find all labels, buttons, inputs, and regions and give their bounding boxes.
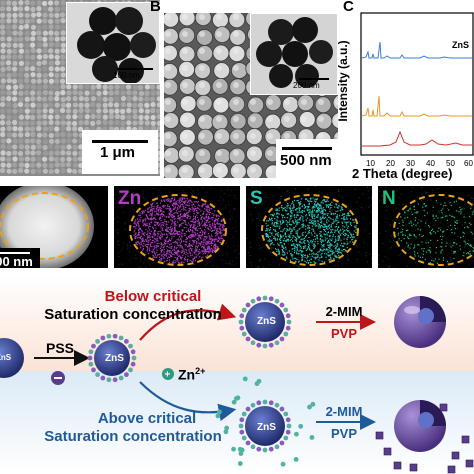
panel-c-ylabel: Intensity (a.u.) xyxy=(336,40,350,122)
xtick-20: 20 xyxy=(386,159,395,168)
eds-map-zn: Zn xyxy=(114,186,240,268)
panel-b-scalebox: 500 nm xyxy=(276,139,338,178)
haadf-scalebar xyxy=(0,252,30,254)
eds-dashed-outline xyxy=(393,194,474,266)
core-label-upper: ZnS xyxy=(257,316,276,327)
lower-polymer-label: PVP xyxy=(330,426,357,441)
panel-a-scale-label: 1 μm xyxy=(100,144,136,161)
panel-b-letter: B xyxy=(150,0,161,15)
panel-a-inset-scale-label: 100 nm xyxy=(113,71,140,80)
xrd-series-red xyxy=(362,130,472,147)
mof-cube xyxy=(383,447,392,456)
xtick-50: 50 xyxy=(446,159,455,168)
above-critical-line2-wrap: Saturation concentration xyxy=(18,428,248,445)
haadf-image: 100 nm xyxy=(0,186,108,268)
xtick-30: 30 xyxy=(406,159,415,168)
mof-cube xyxy=(439,403,448,412)
product-sphere-with-cubes xyxy=(375,400,474,474)
panel-a-scalebar xyxy=(92,140,148,143)
mof-cube xyxy=(393,461,402,470)
eds-map-n: N xyxy=(378,186,474,268)
xtick-10: 10 xyxy=(366,159,375,168)
panel-a-scalebox: 1 μm xyxy=(82,130,158,174)
xtick-40: 40 xyxy=(426,159,435,168)
panel-c-letter: C xyxy=(343,0,354,15)
zn-ion-symbol: Zn xyxy=(178,366,196,383)
upper-reagent-label: 2-MIM xyxy=(325,304,363,319)
core-label-lower: ZnS xyxy=(257,422,276,433)
zns-core-initial xyxy=(0,338,24,378)
zns-upper-coated xyxy=(238,295,292,349)
panel-a-inset-spheres xyxy=(77,7,156,83)
upper-polymer-label: PVP xyxy=(330,326,357,341)
eds-map-s-dots xyxy=(246,186,372,268)
xrd-series-blue xyxy=(361,41,472,59)
panel-b-inset-scale-label: 200 nm xyxy=(293,81,320,90)
svg-text:+: + xyxy=(165,370,171,381)
eds-map-n-label: N xyxy=(382,188,396,209)
eds-dashed-outline xyxy=(129,194,227,266)
below-critical-line1: Below critical xyxy=(104,288,202,305)
eds-map-zn-dots xyxy=(114,186,240,268)
core-label-initial: ZnS xyxy=(0,353,12,362)
panel-b-inset-tem: 200 nm xyxy=(250,13,338,95)
panel-c-legend-zns: ZnS xyxy=(452,40,469,50)
zn-ion-label: Zn2+ xyxy=(178,366,205,383)
mof-cube xyxy=(461,435,470,444)
lower-reagent-label: 2-MIM xyxy=(325,404,363,419)
blue-curved-arrow xyxy=(139,381,237,422)
panel-a-inset-scalebar xyxy=(117,68,153,70)
panel-b-inset-scalebar xyxy=(299,78,329,80)
eds-map-n-dots xyxy=(378,186,474,268)
mof-cube xyxy=(447,465,456,474)
below-critical-line2-wrap: Saturation concentration xyxy=(18,306,248,323)
eds-map-zn-label: Zn xyxy=(118,188,142,209)
below-critical-text: Below critical xyxy=(58,288,248,305)
eds-map-s-label: S xyxy=(250,188,263,209)
xrd-series-orange xyxy=(361,95,472,117)
scheme-panel: + Below critical Saturation concentratio… xyxy=(0,276,474,474)
panel-c-xlabel: 2 Theta (degree) xyxy=(352,166,453,181)
panel-c-xrd-plot: ZnS 10 20 30 40 50 60 xyxy=(360,12,474,168)
haadf-dashed-outline xyxy=(0,192,89,260)
mof-cube xyxy=(465,459,474,468)
below-critical-line2: Saturation concentration xyxy=(44,306,222,323)
mof-cube xyxy=(409,463,418,472)
above-critical-line1: Above critical xyxy=(97,410,197,427)
haadf-scale-label: 100 nm xyxy=(0,254,33,268)
eds-dashed-outline xyxy=(261,194,359,266)
pss-label: PSS xyxy=(45,340,74,356)
eds-map-s: S xyxy=(246,186,372,268)
mof-cube xyxy=(375,431,384,440)
core-label-coated: ZnS xyxy=(105,353,124,364)
product-core-shell-sphere xyxy=(394,296,446,348)
zns-pss-coated xyxy=(87,333,137,383)
zn-ion-charge: 2+ xyxy=(195,366,206,376)
xtick-60: 60 xyxy=(464,159,473,168)
scheme-drawing: + xyxy=(0,295,474,474)
zn-ion-icon xyxy=(162,368,174,380)
zns-lower-coated xyxy=(215,376,316,467)
panel-b-inset-spheres xyxy=(256,17,333,88)
above-critical-text: Above critical xyxy=(52,410,242,427)
above-critical-line2: Saturation concentration xyxy=(44,428,222,445)
panel-a-sem: 100 nm 1 μm xyxy=(0,0,160,176)
panel-b-scalebar xyxy=(282,147,332,150)
panel-c-axes-frame xyxy=(360,12,474,156)
red-curved-arrow xyxy=(139,303,237,341)
panel-b-sem: 200 nm 500 nm xyxy=(164,13,338,178)
panel-a-inset-tem: 100 nm xyxy=(66,2,160,84)
panel-b-scale-label: 500 nm xyxy=(280,152,332,169)
mof-cube xyxy=(451,451,460,460)
